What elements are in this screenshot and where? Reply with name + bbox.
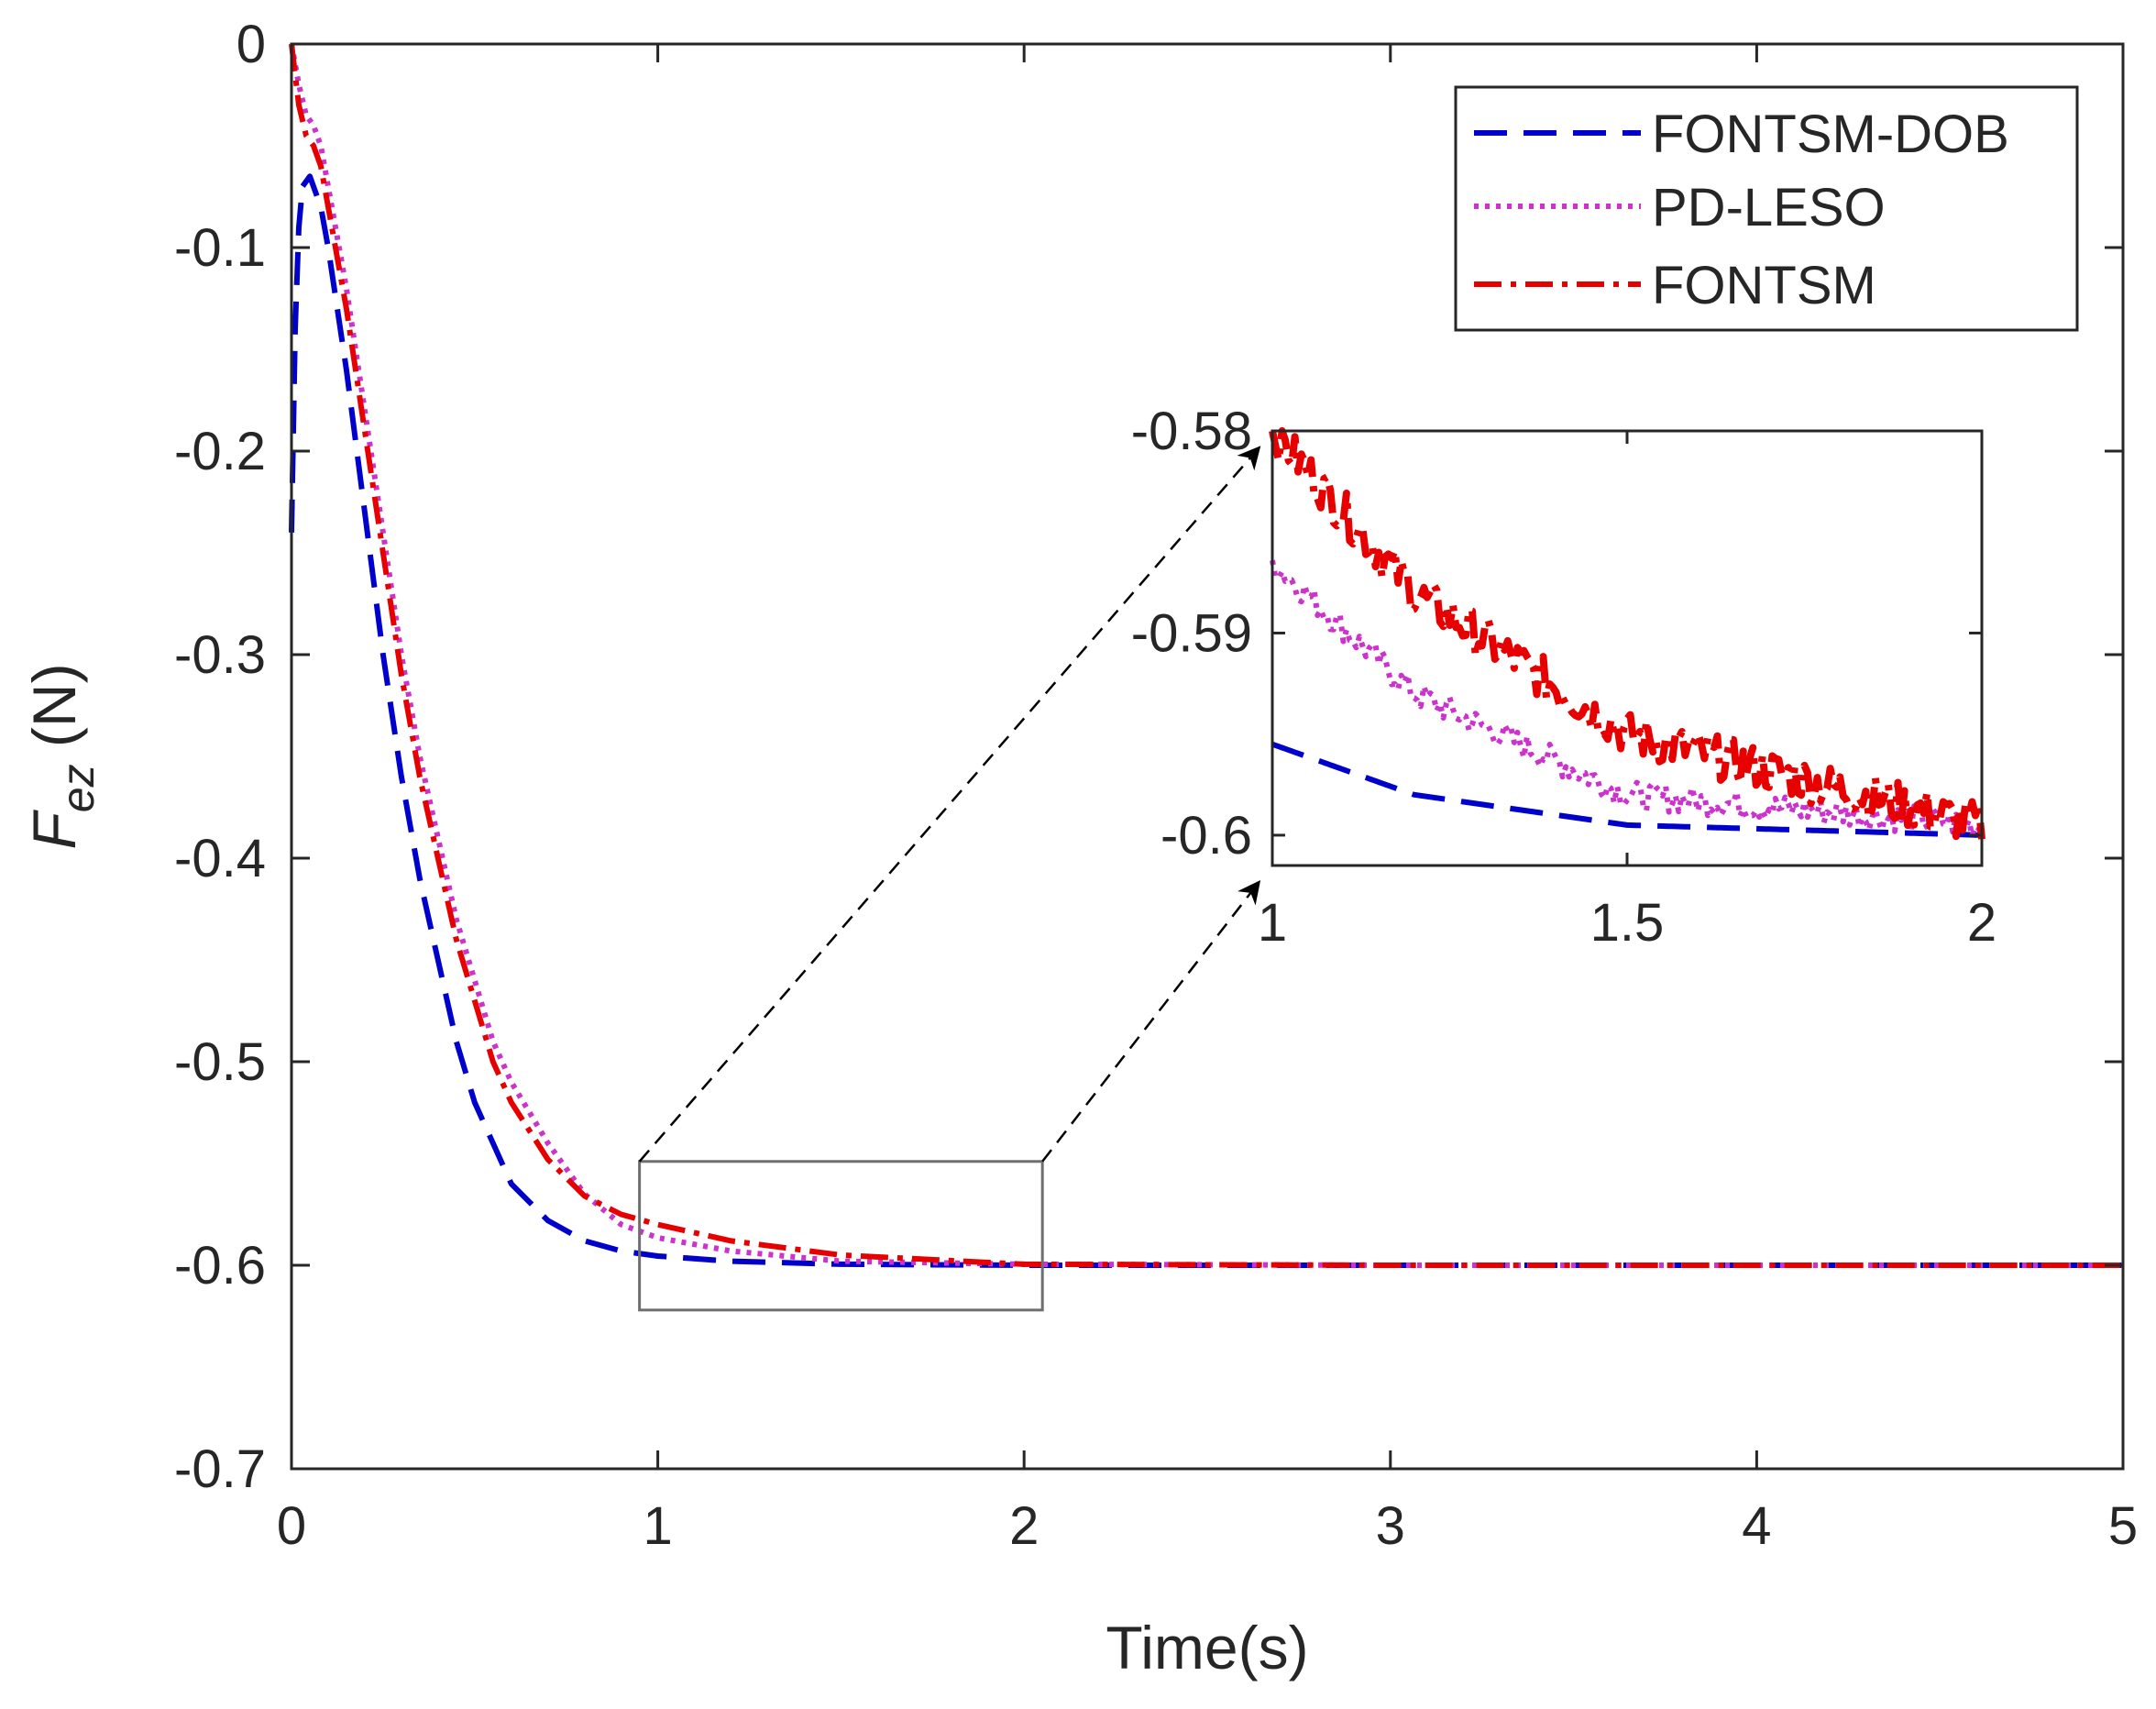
y-tick-label: -0.1 — [174, 218, 266, 278]
main-axes-frame — [290, 42, 2125, 1471]
zoom-connector-bottom — [1041, 880, 1261, 1163]
x-tick-label: 2 — [1009, 1496, 1039, 1556]
inset-series-line-fontsm-dob — [1270, 741, 1983, 838]
series-line-fontsm-dob — [289, 173, 2123, 1268]
inset-x-axis-ticks: 1 1.5 2 — [1258, 431, 1996, 953]
inset-x-tick-label: 2 — [1967, 893, 1996, 953]
legend-label-fontsm: FONTSM — [1652, 256, 1876, 315]
inset-x-tick-label: 1 — [1258, 893, 1287, 953]
x-axis-title: Time(s) — [1106, 1614, 1308, 1681]
inset-series-line-pd-leso — [1270, 559, 1985, 839]
main-series-group — [289, 43, 2123, 1268]
y-axis-title-subscript: ez — [52, 764, 104, 812]
legend-label-pd-leso: PD-LESO — [1652, 178, 1886, 237]
y-axis-title: Fez (N) — [20, 663, 104, 849]
zoom-annotation — [638, 446, 1261, 1312]
x-tick-label: 1 — [643, 1496, 672, 1556]
svg-text:Fez (N): Fez (N) — [20, 663, 104, 849]
inset-y-axis-ticks: -0.58 -0.59 -0.6 — [1131, 402, 1982, 866]
series-line-fontsm — [289, 43, 2123, 1268]
main-plot: 0 1 2 3 4 5 0 -0.1 -0.2 -0.3 -0.4 -0.5 -0.6 -0.7 — [174, 15, 2138, 1556]
y-tick-label: -0.4 — [174, 829, 266, 888]
y-tick-label: -0.6 — [174, 1236, 266, 1296]
inset-y-tick-label: -0.58 — [1131, 402, 1252, 461]
inset-series-line-fontsm — [1269, 427, 1986, 841]
x-tick-label: 4 — [1742, 1496, 1771, 1556]
x-tick-label: 0 — [277, 1496, 306, 1556]
y-tick-label: -0.7 — [174, 1439, 266, 1499]
inset-plot: 1 1.5 2 -0.58-0.59-0.6 — [1131, 402, 1996, 953]
y-tick-label: 0 — [236, 15, 266, 74]
series-line-pd-leso — [289, 43, 2123, 1268]
y-tick-label: -0.5 — [174, 1032, 266, 1092]
x-tick-label: 3 — [1376, 1496, 1405, 1556]
y-axis-ticks: 0 -0.1 -0.2 -0.3 -0.4 -0.5 -0.6 -0.7 — [174, 15, 2123, 1499]
inset-series-group — [1269, 427, 1986, 841]
y-tick-label: -0.3 — [174, 625, 266, 685]
x-axis-ticks: 0 1 2 3 4 5 — [277, 44, 2138, 1556]
y-axis-title-main: F — [20, 810, 88, 850]
inset-x-tick-label: 1.5 — [1590, 893, 1665, 953]
zoom-region-box — [638, 1160, 1044, 1312]
zoom-connector-top — [638, 446, 1261, 1163]
inset-y-tick-label: -0.59 — [1131, 603, 1252, 663]
x-tick-label: 5 — [2108, 1496, 2138, 1556]
inset-y-tick-label: -0.6 — [1160, 806, 1252, 866]
legend-label-fontsm-dob: FONTSM-DOB — [1652, 105, 2009, 164]
legend-box — [1454, 85, 2079, 332]
y-axis-title-unit: (N) — [20, 663, 88, 764]
y-tick-label: -0.2 — [174, 422, 266, 481]
legend: FONTSM-DOB PD-LESO FONTSM — [1454, 85, 2079, 332]
